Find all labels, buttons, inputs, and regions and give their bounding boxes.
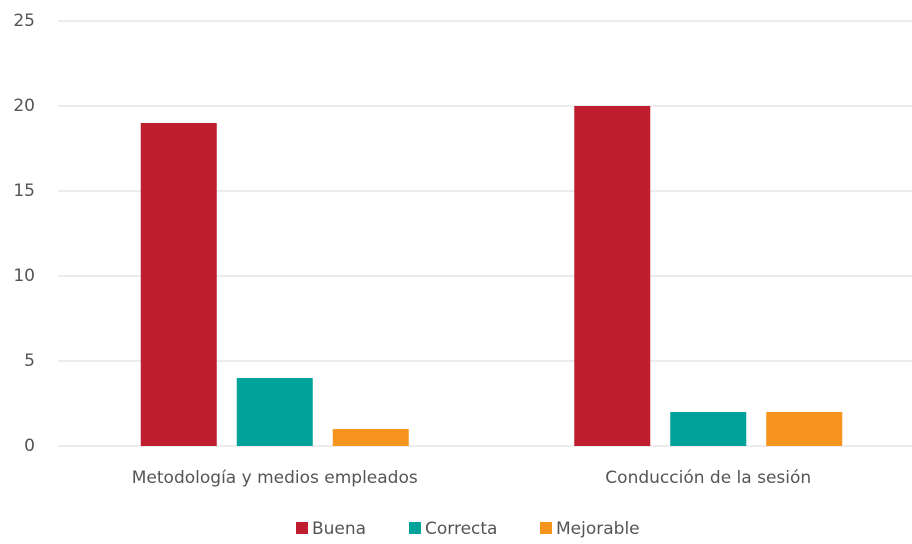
bar — [140, 123, 217, 446]
legend-label: Correcta — [425, 519, 497, 539]
legend-label: Mejorable — [556, 519, 640, 539]
bar — [670, 412, 747, 446]
legend-label: Buena — [312, 519, 366, 539]
bar — [766, 412, 843, 446]
legend-swatch — [409, 522, 421, 534]
bar — [236, 378, 313, 446]
legend-swatch — [296, 522, 308, 534]
y-tick-label: 25 — [13, 11, 35, 31]
y-tick-label: 0 — [24, 436, 35, 456]
bar — [332, 429, 409, 446]
x-tick-label: Metodología y medios empleados — [132, 468, 418, 488]
y-tick-label: 5 — [24, 351, 35, 371]
bar — [574, 106, 651, 446]
y-tick-label: 10 — [13, 266, 35, 286]
legend-swatch — [540, 522, 552, 534]
y-tick-label: 20 — [13, 96, 35, 116]
x-tick-label: Conducción de la sesión — [605, 468, 811, 488]
y-tick-label: 15 — [13, 181, 35, 201]
